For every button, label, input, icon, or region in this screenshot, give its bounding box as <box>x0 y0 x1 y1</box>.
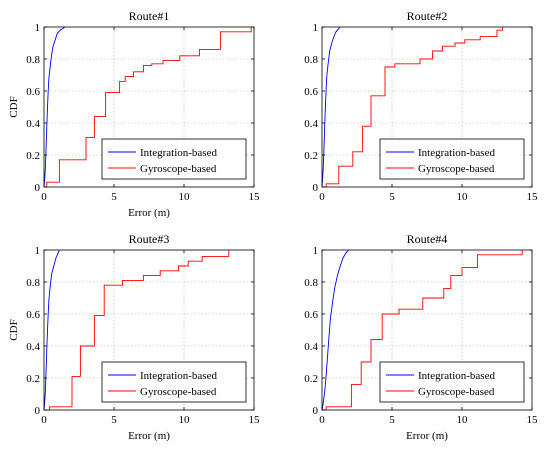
x-tick-label: 5 <box>111 191 117 203</box>
legend-box <box>101 361 247 403</box>
x-tick-label: 15 <box>249 191 261 203</box>
y-tick-label: 0.2 <box>26 150 40 162</box>
legend-box <box>101 138 247 180</box>
x-tick-label: 0 <box>319 414 325 426</box>
series-line-2 <box>44 250 230 411</box>
legend: Integration-based Gyroscope-based <box>101 138 247 180</box>
axes-box <box>321 249 533 411</box>
y-tick-label: 0.6 <box>26 309 40 321</box>
x-tick-label: 5 <box>111 414 117 426</box>
y-tick-label: 0.2 <box>26 373 40 385</box>
x-tick-label: 15 <box>527 191 539 203</box>
chart-panel-4: 0 5 10 15 0 0.2 0.4 0.6 0.8 1 Route#4 Error (m) Inte… <box>304 232 538 442</box>
y-tick-label: 0.6 <box>304 86 318 98</box>
x-tick-label: 5 <box>389 191 395 203</box>
legend-label-1: Integration-based <box>418 370 495 382</box>
y-tick-label: 1 <box>313 245 319 257</box>
x-tick-label: 15 <box>249 414 261 426</box>
y-tick-label: 0.6 <box>26 86 40 98</box>
chart-title: Route#2 <box>407 9 448 23</box>
chart-title: Route#1 <box>129 9 170 23</box>
x-tick-label: 5 <box>389 414 395 426</box>
y-tick-label: 0.2 <box>304 150 318 162</box>
x-tick-label: 15 <box>527 414 539 426</box>
legend-label-1: Integration-based <box>140 147 217 159</box>
y-tick-label: 0 <box>313 182 319 194</box>
y-tick-label: 0.8 <box>26 277 40 289</box>
x-tick-label: 0 <box>41 191 47 203</box>
x-tick-label: 10 <box>457 191 469 203</box>
legend-label-2: Gyroscope-based <box>418 163 495 175</box>
legend: Integration-based Gyroscope-based <box>379 138 525 180</box>
y-tick-label: 0 <box>35 405 41 417</box>
y-axis-label: CDF <box>8 96 20 117</box>
series-line-2 <box>44 27 252 188</box>
y-tick-label: 0.4 <box>26 341 40 353</box>
axes-box <box>43 26 255 188</box>
axes-box <box>321 26 533 188</box>
legend-box <box>379 361 525 403</box>
series-line-1 <box>43 249 60 411</box>
chart-title: Route#3 <box>129 232 170 246</box>
x-axis-label: Error (m) <box>128 207 170 219</box>
chart-panel-3: 0 5 10 15 0 0.2 0.4 0.6 0.8 1 Route#3 Error (m) CDF I… <box>8 232 260 442</box>
y-tick-label: 0.6 <box>304 309 318 321</box>
x-tick-label: 10 <box>179 191 191 203</box>
y-tick-label: 0 <box>35 182 41 194</box>
y-tick-label: 0.8 <box>304 277 318 289</box>
y-tick-label: 0.4 <box>304 118 318 130</box>
chart-panel-2: 0 5 10 15 0 0.2 0.4 0.6 0.8 1 Route#2 Integration-b… <box>304 9 538 203</box>
legend-box <box>379 138 525 180</box>
legend-label-2: Gyroscope-based <box>418 386 495 398</box>
axes-box <box>43 249 255 411</box>
y-tick-label: 0.4 <box>304 341 318 353</box>
legend: Integration-based Gyroscope-based <box>101 361 247 403</box>
x-tick-label: 0 <box>41 414 47 426</box>
series-line-1 <box>321 249 349 411</box>
x-tick-label: 10 <box>457 414 469 426</box>
chart-title: Route#4 <box>407 232 448 246</box>
y-tick-label: 1 <box>35 22 41 34</box>
y-tick-label: 1 <box>35 245 41 257</box>
chart-panel-1: 0 5 10 15 0 0.2 0.4 0.6 0.8 1 Route#1 Error (m) CDF I… <box>8 9 260 219</box>
legend-label-1: Integration-based <box>418 147 495 159</box>
series-line-2 <box>322 27 504 188</box>
y-axis-label: CDF <box>8 319 20 340</box>
legend-label-2: Gyroscope-based <box>140 386 217 398</box>
legend-label-1: Integration-based <box>140 370 217 382</box>
series-line-1 <box>321 26 341 188</box>
y-tick-label: 0.8 <box>26 54 40 66</box>
x-axis-label: Error (m) <box>406 430 448 442</box>
y-tick-label: 0 <box>313 405 319 417</box>
y-tick-label: 0.2 <box>304 373 318 385</box>
series-line-1 <box>43 26 66 188</box>
legend: Integration-based Gyroscope-based <box>379 361 525 403</box>
legend-label-2: Gyroscope-based <box>140 163 217 175</box>
x-tick-label: 10 <box>179 414 191 426</box>
x-axis-label: Error (m) <box>128 430 170 442</box>
y-tick-label: 1 <box>313 22 319 34</box>
x-tick-label: 0 <box>319 191 325 203</box>
y-tick-label: 0.8 <box>304 54 318 66</box>
y-tick-label: 0.4 <box>26 118 40 130</box>
series-line-2 <box>322 250 523 411</box>
